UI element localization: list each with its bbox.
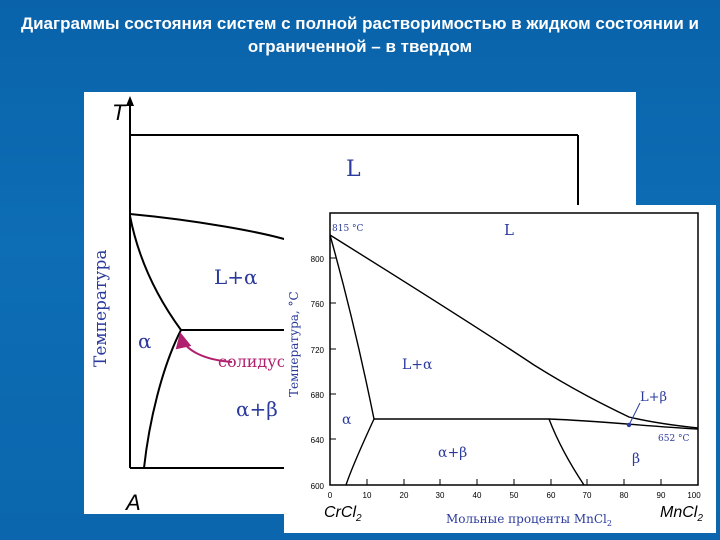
region-liquid-label: L	[504, 221, 514, 239]
crcl2-component-text: CrCl	[324, 504, 356, 521]
x-tick-label: 0	[328, 491, 333, 500]
t-axis-label: T	[112, 100, 127, 125]
x-tick-label: 50	[510, 491, 519, 500]
y-tick-label: 680	[311, 391, 325, 400]
region-alpha-beta-label: α+β	[236, 397, 278, 421]
y-tick-label: 800	[311, 255, 325, 264]
solidus-label: солидус	[218, 352, 286, 371]
crcl2-mncl2-phase-diagram: 600 640 680 720 760 800 0 10 20 30 40 50…	[284, 205, 716, 533]
crcl2-mncl2-diagram-canvas: 600 640 680 720 760 800 0 10 20 30 40 50…	[287, 212, 703, 528]
mole-percent-axis-title-text: Мольные проценты MnCl	[446, 512, 607, 526]
x-tick-label: 80	[620, 491, 629, 500]
region-liquid-beta-label: L+β	[640, 390, 667, 405]
y-tick-label: 600	[311, 482, 325, 491]
beta-solidus-curve	[548, 418, 699, 430]
crcl2-component-sub: 2	[355, 513, 362, 524]
temperature-axis-title: Температура, °C	[287, 291, 301, 397]
x-tick-label: 60	[547, 491, 556, 500]
crcl2-component-label: CrCl2	[324, 504, 362, 524]
x-tick-group: 0 10 20 30 40 50 60 70 80 90 100	[328, 479, 701, 500]
region-liquid-alpha-label: L+α	[214, 265, 258, 289]
region-alpha-label: α	[138, 329, 152, 353]
alpha-solvus-curve	[345, 418, 375, 486]
solidus-pointer-arrow	[175, 332, 233, 363]
y-tick-label: 760	[311, 300, 325, 309]
slide-title: Диаграммы состояния систем с полной раст…	[20, 14, 700, 56]
plot-frame	[329, 212, 699, 486]
liquidus-curve	[329, 234, 699, 429]
region-alpha-label: α	[342, 412, 352, 428]
x-tick-label: 100	[687, 491, 701, 500]
region-liquid-label: L	[346, 157, 361, 182]
schematic-diagram-canvas: T Температура L L+α α α+β солидус A	[91, 96, 579, 514]
mncl2-component-text: MnCl	[660, 504, 698, 521]
solvus-curve	[143, 329, 182, 469]
y-tick-label: 720	[311, 346, 325, 355]
region-liquid-alpha-label: L+α	[402, 357, 433, 373]
y-tick-group: 600 640 680 720 760 800	[311, 255, 336, 491]
mncl2-component-sub: 2	[696, 513, 703, 524]
temperature-axis-title: Температура	[91, 250, 111, 367]
mole-percent-axis-title-sub: 2	[607, 519, 612, 528]
mncl2-melting-point-label: 652 °C	[658, 434, 690, 444]
x-tick-label: 30	[436, 491, 445, 500]
x-tick-label: 90	[657, 491, 666, 500]
beta-solvus-curve	[548, 418, 585, 486]
mncl2-component-label: MnCl2	[660, 504, 703, 524]
x-tick-label: 40	[473, 491, 482, 500]
region-alpha-beta-label: α+β	[438, 445, 467, 461]
x-tick-label: 10	[363, 491, 372, 500]
region-beta-label: β	[632, 451, 640, 467]
alpha-solidus-curve	[329, 234, 375, 420]
mole-percent-axis-title: Мольные проценты MnCl2	[446, 512, 612, 528]
solidus-curve	[129, 215, 182, 331]
lbeta-pointer-line	[628, 402, 641, 426]
crcl2-melting-point-label: 815 °C	[332, 224, 364, 234]
liquidus-curve	[129, 213, 295, 243]
y-tick-label: 640	[311, 436, 325, 445]
temperature-axis-arrow-icon	[126, 96, 134, 106]
component-a-label: A	[124, 490, 141, 514]
x-tick-label: 20	[400, 491, 409, 500]
x-tick-label: 70	[583, 491, 592, 500]
